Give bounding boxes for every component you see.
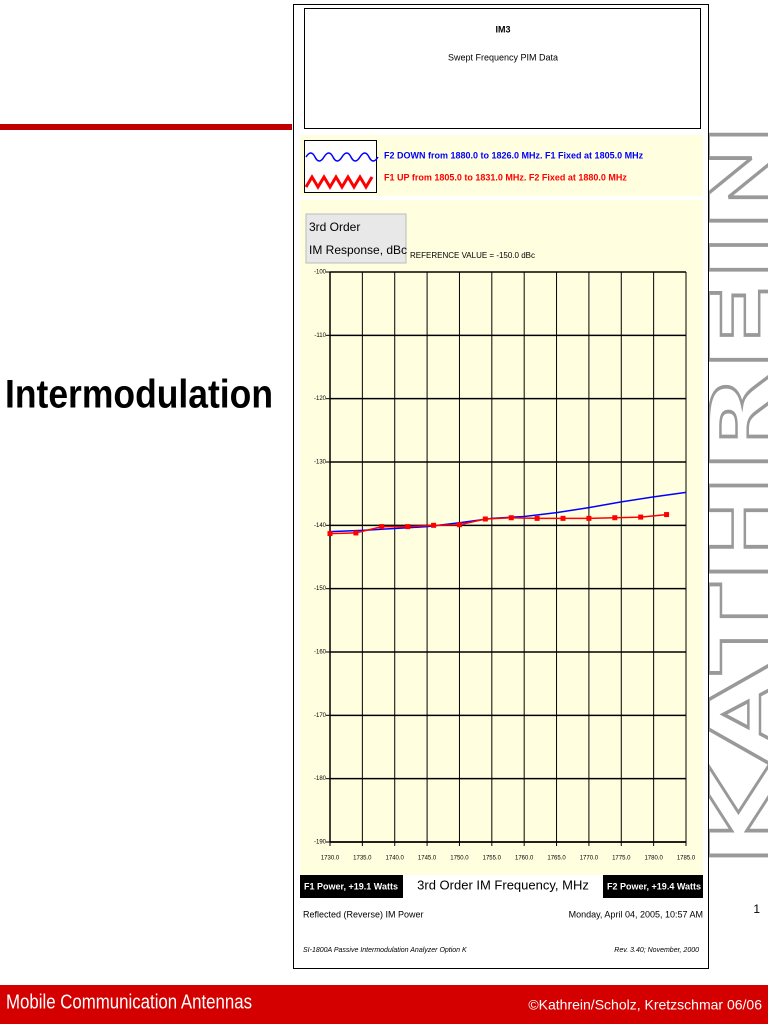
data-point — [586, 515, 592, 521]
footer-left: Mobile Communication Antennas — [6, 991, 252, 1013]
chart-title: Swept Frequency PIM Data — [448, 52, 558, 62]
x-tick-label: 1780.0 — [644, 856, 663, 862]
y-tick-label: -160 — [314, 650, 327, 656]
data-point — [405, 524, 411, 530]
header-box — [304, 8, 701, 129]
data-point — [431, 522, 437, 528]
y-tick-label: -140 — [314, 523, 327, 529]
x-tick-label: 1770.0 — [580, 856, 599, 862]
power-box — [603, 875, 703, 898]
footer-right: ©Kathrein/Scholz, Kretzschmar 06/06 — [528, 997, 762, 1013]
y-axis-label: IM Response, dBc — [309, 243, 407, 257]
x-tick-label: 1745.0 — [418, 856, 437, 862]
y-axis-label: 3rd Order — [309, 220, 360, 234]
data-point — [508, 515, 514, 521]
f1-power: F1 Power, +19.1 Watts — [304, 881, 398, 891]
y-tick-label: -180 — [314, 776, 327, 782]
legend-entry: F2 DOWN from 1880.0 to 1826.0 MHz. F1 Fi… — [384, 150, 644, 160]
data-point — [379, 524, 385, 530]
y-tick-label: -120 — [314, 396, 327, 402]
y-tick-label: -170 — [314, 713, 327, 719]
x-tick-label: 1760.0 — [515, 856, 534, 862]
footer-bar — [0, 985, 768, 1024]
f2-power: F2 Power, +19.4 Watts — [607, 881, 701, 891]
data-point — [482, 516, 488, 522]
data-point — [612, 515, 618, 521]
note: Monday, April 04, 2005, 10:57 AM — [569, 909, 703, 919]
y-tick-label: -130 — [314, 460, 327, 466]
data-point — [456, 522, 462, 528]
series-line — [329, 513, 667, 535]
plot: -100 -110 -120 -130 -140 -150 -160 -170 -180 -190… — [314, 270, 696, 862]
y-tick-label: -100 — [314, 270, 327, 276]
reference-value: REFERENCE VALUE = -150.0 dBc — [410, 251, 535, 260]
y-tick-label: -110 — [314, 333, 326, 339]
y-label-box — [305, 213, 407, 264]
note: Reflected (Reverse) IM Power — [303, 909, 424, 919]
data-point — [534, 515, 540, 521]
data-point — [327, 531, 333, 537]
x-tick-label: 1730.0 — [321, 856, 340, 862]
slide-heading: Intermodulation — [5, 373, 273, 417]
y-tick-label: -150 — [314, 586, 327, 592]
x-tick-label: 1755.0 — [483, 856, 502, 862]
data-point — [560, 515, 566, 521]
legend-entry: F1 UP from 1805.0 to 1831.0 MHz. F2 Fixe… — [384, 172, 627, 182]
page-number: 1 — [753, 902, 760, 916]
x-tick-label: 1785.0 — [677, 856, 696, 862]
x-tick-label: 1765.0 — [547, 856, 566, 862]
data-point — [353, 530, 359, 536]
divider — [0, 124, 292, 130]
x-tick-label: 1775.0 — [612, 856, 631, 862]
note: SI-1800A Passive Intermodulation Analyze… — [303, 947, 467, 954]
data-point — [664, 512, 670, 518]
legend-icon — [304, 174, 374, 190]
legend-icon — [305, 152, 379, 162]
plot-background — [300, 200, 703, 875]
data-point — [638, 514, 644, 520]
power-box — [300, 875, 403, 898]
x-axis-label: 3rd Order IM Frequency, MHz — [417, 877, 589, 892]
x-tick-label: 1735.0 — [353, 856, 372, 862]
chart-header: IM3 — [495, 24, 510, 34]
note: Rev. 3.40; November, 2000 — [614, 947, 699, 954]
y-tick-label: -190 — [314, 840, 327, 846]
x-tick-label: 1740.0 — [386, 856, 405, 862]
x-tick-label: 1750.0 — [450, 856, 469, 862]
